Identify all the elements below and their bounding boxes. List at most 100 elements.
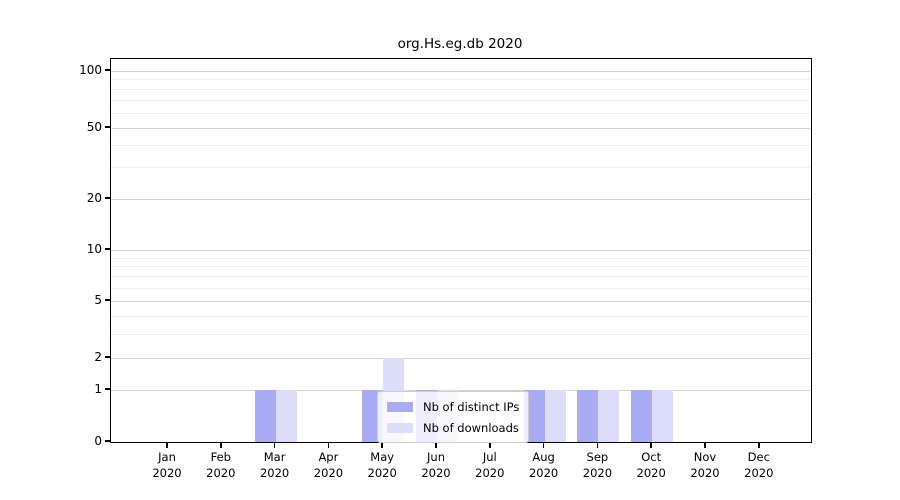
gridline-minor-7 [111,276,811,278]
x-tick-label-oct: Oct 2020 [620,449,682,481]
x-tick-label-dec: Dec 2020 [728,449,790,481]
x-tick-label-jun: Jun 2020 [405,449,467,481]
y-tick-label-50: 50 [86,120,102,134]
gridline-minor-40 [111,144,811,146]
bar-downloads-oct [652,390,674,442]
x-tick-mark-aug [542,442,545,448]
gridline-major-2 [111,357,811,359]
legend-label: Nb of downloads [423,420,519,435]
x-tick-year: 2020 [152,466,182,480]
x-tick-label-aug: Aug 2020 [513,449,575,481]
gridline-minor-6 [111,287,811,289]
y-tick-mark-2 [105,356,110,358]
x-tick-label-sep: Sep 2020 [566,449,628,481]
x-tick-month: May [370,450,395,464]
x-tick-year: 2020 [636,466,666,480]
x-tick-year: 2020 [528,466,559,480]
y-tick-label-1: 1 [94,382,102,396]
gridline-major-5 [111,300,811,302]
y-tick-label-5: 5 [94,293,102,307]
x-tick-month: Jul [482,450,497,464]
gridline-major-100 [111,70,811,72]
legend-item-distinct-ips: Nb of distinct IPs [387,398,519,415]
x-tick-label-mar: Mar 2020 [244,449,306,481]
gridline-minor-9 [111,257,811,259]
x-tick-month: Nov [693,450,717,464]
x-tick-label-jan: Jan 2020 [136,449,198,481]
gridline-minor-4 [111,315,811,317]
gridline-minor-8 [111,266,811,268]
y-tick-label-100: 100 [79,63,102,77]
x-tick-mark-nov [704,442,706,448]
x-tick-month: Apr [318,450,339,464]
x-tick-year: 2020 [259,466,290,480]
y-tick-label-20: 20 [86,191,102,205]
x-tick-mark-jan [166,442,168,448]
x-tick-label-nov: Nov 2020 [674,449,736,481]
y-tick-label-2: 2 [94,350,102,364]
bar-downloads-sep [598,390,620,442]
x-tick-mark-mar [273,442,276,448]
x-tick-month: Dec [747,450,770,464]
x-tick-label-jul: Jul 2020 [459,449,521,481]
gridline-major-1 [111,389,811,391]
y-tick-mark-1 [105,388,110,390]
gridline-minor-3 [111,333,811,335]
x-tick-label-apr: Apr 2020 [297,449,359,481]
x-tick-month: Sep [586,450,609,464]
legend-swatch-downloads [387,422,413,433]
gridline-minor-60 [111,112,811,114]
bar-downloads-mar [275,390,297,442]
bar-distinct-ips-oct [631,390,653,442]
x-tick-year: 2020 [313,466,344,480]
x-tick-month: Jun [427,450,445,464]
x-tick-month: Aug [532,450,555,464]
x-tick-mark-jul [489,442,491,448]
bar-distinct-ips-mar [254,390,276,442]
x-tick-mark-sep [596,442,599,448]
gridline-major-50 [111,127,811,129]
bar-downloads-aug [544,390,566,442]
legend-label: Nb of distinct IPs [423,399,520,414]
chart-title: org.Hs.eg.db 2020 [397,36,523,52]
x-tick-month: Mar [263,450,286,464]
y-tick-mark-5 [105,299,110,301]
legend-item-downloads: Nb of downloads [387,419,519,436]
x-tick-mark-feb [220,442,222,448]
x-tick-mark-may [381,442,383,448]
y-tick-mark-10 [105,248,110,250]
x-tick-month: Oct [641,450,662,464]
gridline-minor-80 [111,88,811,90]
x-tick-mark-apr [327,442,330,448]
x-tick-mark-oct [650,442,652,448]
y-tick-mark-50 [105,126,110,128]
y-tick-mark-0 [105,440,110,442]
x-tick-year: 2020 [690,466,720,480]
legend: Nb of distinct IPs Nb of downloads [377,391,530,443]
y-tick-label-10: 10 [86,242,102,256]
gridline-minor-90 [111,79,811,81]
x-tick-year: 2020 [421,466,451,480]
y-tick-mark-20 [105,197,110,199]
x-tick-mark-jun [435,442,437,448]
legend-swatch-distinct-ips [387,401,413,412]
plot-area [110,58,812,443]
y-tick-mark-100 [105,69,110,71]
x-tick-month: Jan [158,450,176,464]
gridline-major-10 [111,249,811,251]
x-tick-year: 2020 [206,466,236,480]
x-tick-year: 2020 [367,466,397,480]
gridline-minor-30 [111,167,811,169]
x-tick-year: 2020 [582,466,613,480]
bar-distinct-ips-sep [577,390,599,442]
y-tick-label-0: 0 [94,434,102,448]
x-tick-label-feb: Feb 2020 [190,449,252,481]
x-tick-month: Feb [210,450,231,464]
x-tick-year: 2020 [475,466,505,480]
x-tick-label-may: May 2020 [351,449,413,481]
gridline-minor-70 [111,99,811,101]
x-tick-year: 2020 [744,466,774,480]
x-tick-mark-dec [758,442,760,448]
gridline-major-20 [111,198,811,200]
